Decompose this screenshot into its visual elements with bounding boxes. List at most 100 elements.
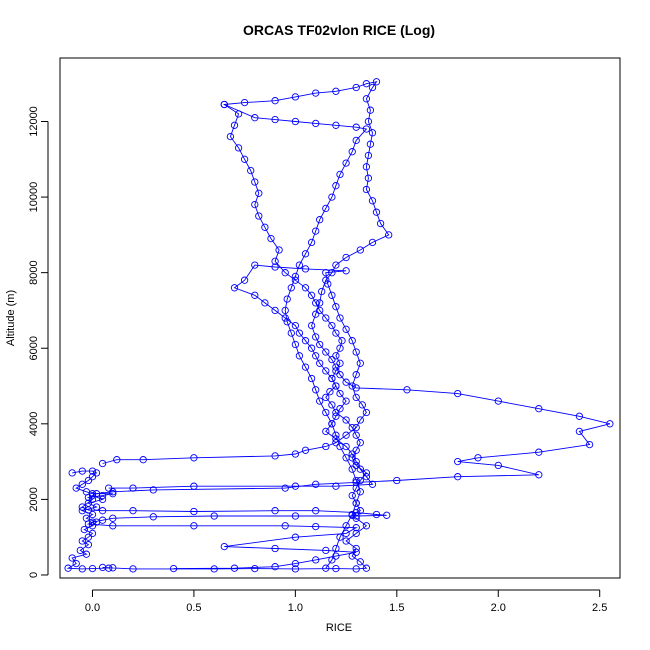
data-point [332, 552, 340, 560]
data-point [220, 542, 228, 551]
data-point [291, 533, 300, 541]
data-point [295, 352, 304, 360]
data-point [210, 565, 218, 573]
data-point [64, 564, 72, 572]
data-point [328, 355, 336, 364]
data-point [322, 393, 330, 402]
data-point [139, 456, 147, 464]
data-point [88, 529, 97, 538]
data-point [291, 482, 300, 490]
data-point [88, 473, 97, 481]
data-point [385, 231, 393, 239]
data-point [362, 125, 371, 133]
data-point [312, 310, 320, 318]
data-point [328, 556, 336, 564]
data-point [312, 119, 320, 128]
chart-title: ORCAS TF02vlon RICE (Log) [243, 22, 435, 38]
y-tick-label: 6000 [28, 336, 40, 360]
plot-frame [59, 57, 621, 579]
data-point [109, 514, 117, 522]
data-point [98, 507, 107, 515]
data-point [312, 556, 320, 564]
data-point [372, 208, 381, 216]
data-point [84, 506, 93, 514]
data-point [342, 416, 350, 424]
data-point [129, 507, 137, 515]
data-point [68, 554, 76, 562]
data-point [271, 263, 279, 271]
data-point [291, 559, 300, 568]
data-point [326, 388, 334, 396]
data-point [271, 507, 279, 515]
data-point [283, 295, 291, 303]
data-point [332, 352, 340, 360]
data-point [281, 314, 289, 322]
data-point [342, 159, 350, 167]
data-point [230, 121, 239, 129]
data-point [307, 321, 316, 330]
data-point [348, 148, 356, 156]
data-point [575, 427, 584, 436]
data-point [336, 170, 344, 179]
data-point [287, 284, 295, 292]
data-point [88, 467, 97, 475]
data-point [364, 151, 373, 160]
x-tick-label: 2.0 [491, 602, 506, 614]
data-point [72, 559, 80, 568]
data-point [352, 446, 360, 454]
data-point [368, 83, 377, 92]
data-point [316, 359, 324, 367]
series-1 [64, 78, 614, 573]
data-point [316, 306, 324, 315]
data-point [92, 469, 101, 477]
data-point [362, 95, 371, 103]
data-point [352, 524, 360, 532]
data-point [301, 337, 310, 345]
data-point [109, 488, 117, 496]
data-point [230, 564, 239, 572]
data-point [322, 427, 330, 436]
data-point [342, 537, 350, 545]
data-point [368, 238, 377, 247]
data-point [352, 348, 360, 356]
data-point [332, 412, 340, 420]
series-3 [98, 261, 377, 492]
data-point [271, 452, 279, 460]
data-point [88, 518, 97, 526]
data-point [312, 480, 320, 488]
data-point [80, 525, 88, 534]
series-layer [64, 78, 614, 573]
data-point [281, 269, 289, 277]
data-point [336, 405, 344, 413]
data-point [362, 564, 371, 572]
data-point [84, 541, 93, 549]
y-tick-label: 0 [28, 572, 40, 578]
data-point [322, 546, 330, 555]
data-point [332, 329, 340, 337]
data-point [348, 382, 356, 390]
data-point [261, 299, 269, 307]
data-point [322, 564, 330, 572]
data-point [348, 450, 356, 458]
data-point [251, 564, 259, 573]
data-point [348, 510, 356, 519]
data-point [535, 471, 543, 479]
data-point [295, 261, 304, 269]
data-point [251, 114, 259, 122]
data-point [366, 106, 375, 114]
data-point [88, 491, 97, 500]
data-point [312, 522, 320, 531]
data-point [342, 431, 350, 439]
data-point [328, 420, 336, 428]
data-point [362, 163, 371, 171]
data-point [332, 182, 340, 190]
data-point [362, 185, 371, 194]
data-point [328, 401, 336, 409]
data-point [342, 267, 350, 275]
data-point [316, 397, 324, 405]
data-point [301, 250, 310, 258]
x-tick-label: 1.0 [288, 602, 303, 614]
data-point [281, 522, 289, 530]
data-point [322, 276, 330, 284]
data-point [356, 246, 364, 254]
